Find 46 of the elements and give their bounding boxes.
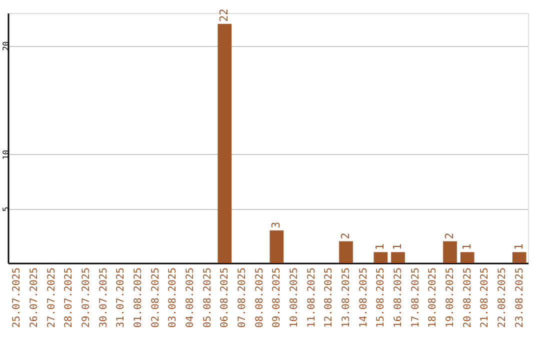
x-tick-label: 08.08.2025 xyxy=(254,268,266,328)
x-tick-label: 25.07.2025 xyxy=(12,268,23,328)
x-tick-label: 04.08.2025 xyxy=(185,268,196,328)
x-tick-label: 20.08.2025 xyxy=(462,268,474,328)
x-tick-label: 09.08.2025 xyxy=(272,268,283,328)
x-tick-label: 11.08.2025 xyxy=(306,268,318,328)
data-label: 1 xyxy=(374,244,387,250)
x-tick-label: 27.07.2025 xyxy=(46,268,58,328)
x-tick-label: 13.08.2025 xyxy=(341,268,352,328)
x-tick-label: 26.07.2025 xyxy=(29,268,40,328)
x-tick-label: 01.08.2025 xyxy=(133,268,144,328)
bar xyxy=(391,252,405,263)
data-label: 2 xyxy=(339,232,352,240)
x-tick-label: 21.08.2025 xyxy=(480,268,491,328)
bar xyxy=(339,241,353,263)
x-tick-label: 23.08.2025 xyxy=(514,268,526,328)
x-tick-label: 29.07.2025 xyxy=(81,268,92,328)
x-tick-label: 05.08.2025 xyxy=(202,268,214,328)
bar xyxy=(270,230,284,263)
bar xyxy=(443,241,457,263)
x-tick-label: 02.08.2025 xyxy=(150,268,162,328)
x-tick-label: 03.08.2025 xyxy=(168,268,179,328)
data-label: 2 xyxy=(443,232,456,240)
data-label: 1 xyxy=(391,244,404,250)
data-label: 3 xyxy=(270,222,283,228)
data-label: 1 xyxy=(460,244,474,250)
x-tick-label: 22.08.2025 xyxy=(497,268,508,328)
x-tick-label: 16.08.2025 xyxy=(393,268,404,328)
x-tick-label: 19.08.2025 xyxy=(445,268,456,328)
data-label: 22 xyxy=(218,8,231,22)
x-tick-label: 18.08.2025 xyxy=(428,268,439,328)
x-tick-label: 30.07.2025 xyxy=(98,268,110,328)
x-tick-label: 15.08.2025 xyxy=(376,268,387,328)
x-tick-label: 31.07.2025 xyxy=(116,268,127,328)
x-tick-label: 06.08.2025 xyxy=(220,268,231,328)
x-tick-label: 10.08.2025 xyxy=(289,268,300,328)
bar xyxy=(460,252,474,263)
bar xyxy=(374,252,388,263)
x-tick-label: 17.08.2025 xyxy=(410,268,422,328)
bar xyxy=(512,252,526,263)
x-tick-label: 07.08.2025 xyxy=(237,268,248,328)
x-tick-label: 14.08.2025 xyxy=(358,268,370,328)
x-tick-label: 12.08.2025 xyxy=(324,268,335,328)
bar xyxy=(218,24,232,263)
data-label: 1 xyxy=(512,244,526,250)
x-tick-label: 28.07.2025 xyxy=(64,268,75,328)
